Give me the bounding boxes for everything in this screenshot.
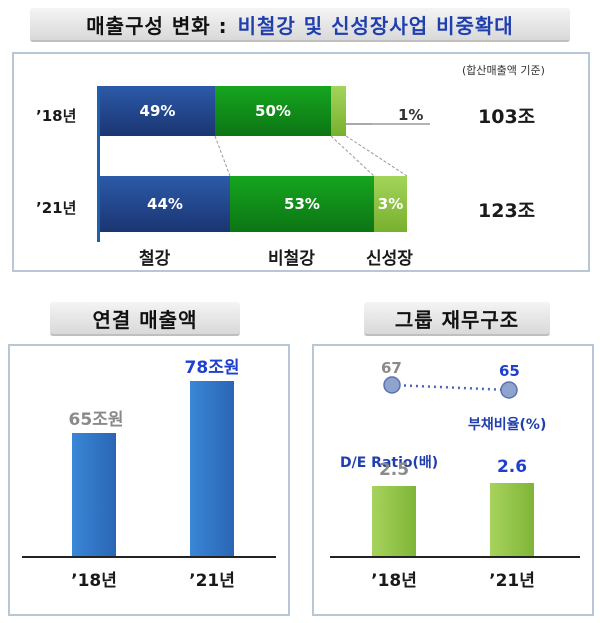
top-axis-line: [97, 86, 100, 242]
label-2018-growth: 1%: [398, 106, 424, 124]
total-2021: 123조: [478, 200, 536, 222]
right-panel: [312, 344, 594, 616]
bar-2018-steel: 49%: [100, 86, 215, 136]
bar-2021-nonsteel: 53%: [230, 176, 374, 232]
rev-label-2018: 65조원: [68, 410, 124, 430]
debt-label-2018: 67: [381, 359, 402, 377]
de-cat-2021: ’21년: [489, 571, 535, 591]
de-bar-2021: [490, 483, 534, 556]
bar-2018-nonsteel: 50%: [215, 86, 331, 136]
bar-2021-steel-label: 44%: [147, 195, 183, 213]
left-panel: [8, 344, 290, 616]
bar-2018-nonsteel-label: 50%: [255, 102, 291, 120]
right-title: 그룹 재무구조: [394, 307, 520, 332]
top-title-bar: 매출구성 변화 : 비철강 및 신성장사업 비중확대: [30, 8, 570, 42]
row-label-2018: ’18년: [36, 107, 77, 125]
rev-bar-2018: [72, 433, 116, 556]
right-axis-line: [330, 556, 580, 558]
debt-point-2018: [383, 376, 401, 394]
left-title: 연결 매출액: [92, 307, 198, 332]
left-title-bar: 연결 매출액: [50, 302, 240, 336]
de-label-2021: 2.6: [496, 457, 528, 477]
rev-cat-2018: ’18년: [71, 571, 117, 591]
cat-growth: 신성장: [366, 249, 413, 269]
de-bar-2018: [372, 486, 416, 556]
rev-bar-2021: [190, 381, 234, 556]
note-label: (합산매출액 기준): [462, 64, 545, 77]
right-title-bar: 그룹 재무구조: [364, 302, 550, 336]
total-2018: 103조: [478, 106, 536, 128]
cat-steel: 철강: [139, 249, 171, 269]
de-cat-2018: ’18년: [371, 571, 417, 591]
bar-2021-growth-label: 3%: [377, 195, 404, 213]
de-series-label: D/E Ratio(배): [340, 455, 439, 471]
bar-2018-growth: [331, 86, 346, 136]
de-label-2018: 2.5: [378, 460, 410, 480]
cat-nonsteel: 비철강: [268, 249, 315, 269]
row-label-2021: ’21년: [36, 199, 77, 217]
bar-2021-nonsteel-label: 53%: [284, 195, 320, 213]
top-title-blue: 비철강 및 신성장사업 비중확대: [237, 13, 514, 38]
bar-2021-steel: 44%: [100, 176, 230, 232]
top-title-black: 매출구성 변화 :: [86, 13, 228, 38]
rev-cat-2021: ’21년: [189, 571, 235, 591]
bar-2018-steel-label: 49%: [139, 102, 176, 120]
bar-2021-growth: 3%: [374, 176, 407, 232]
debt-series-label: 부채비율(%): [468, 417, 547, 433]
debt-label-2021: 65: [499, 362, 520, 380]
rev-label-2021: 78조원: [184, 358, 240, 378]
debt-point-2021: [500, 381, 518, 399]
left-axis-line: [22, 556, 276, 558]
